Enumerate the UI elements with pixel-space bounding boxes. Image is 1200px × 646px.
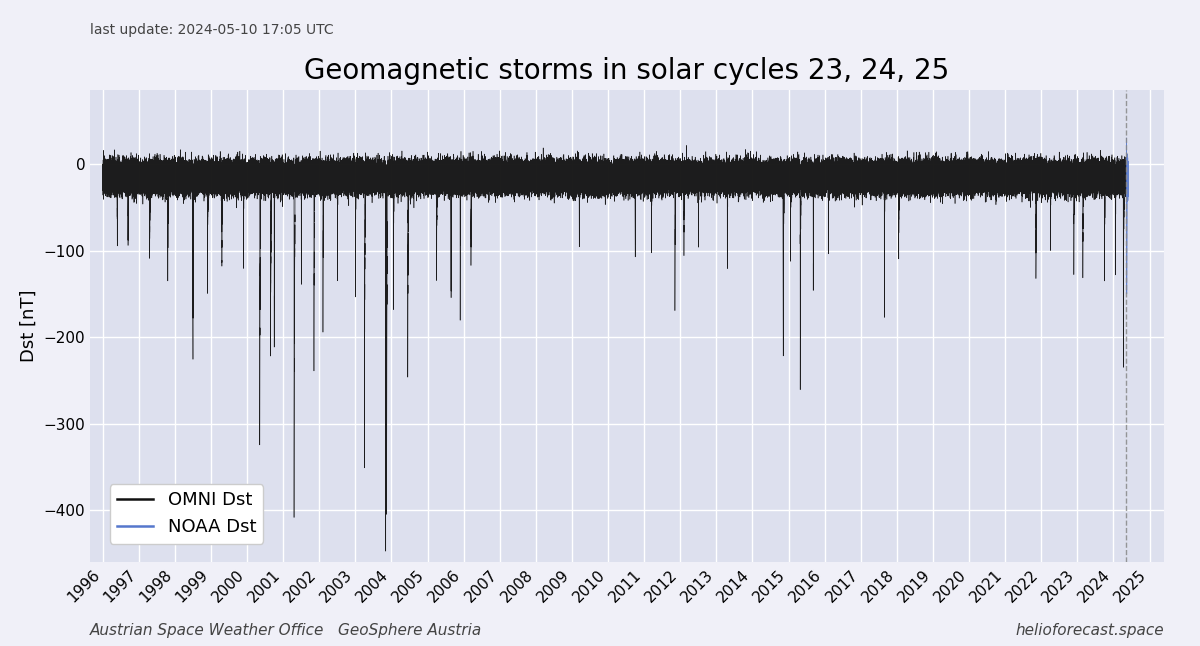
Text: helioforecast.space: helioforecast.space (1015, 623, 1164, 638)
Y-axis label: Dst [nT]: Dst [nT] (20, 290, 38, 362)
Text: Austrian Space Weather Office   GeoSphere Austria: Austrian Space Weather Office GeoSphere … (90, 623, 482, 638)
Legend: OMNI Dst, NOAA Dst: OMNI Dst, NOAA Dst (109, 484, 263, 543)
Title: Geomagnetic storms in solar cycles 23, 24, 25: Geomagnetic storms in solar cycles 23, 2… (305, 57, 949, 85)
Text: last update: 2024-05-10 17:05 UTC: last update: 2024-05-10 17:05 UTC (90, 23, 334, 37)
